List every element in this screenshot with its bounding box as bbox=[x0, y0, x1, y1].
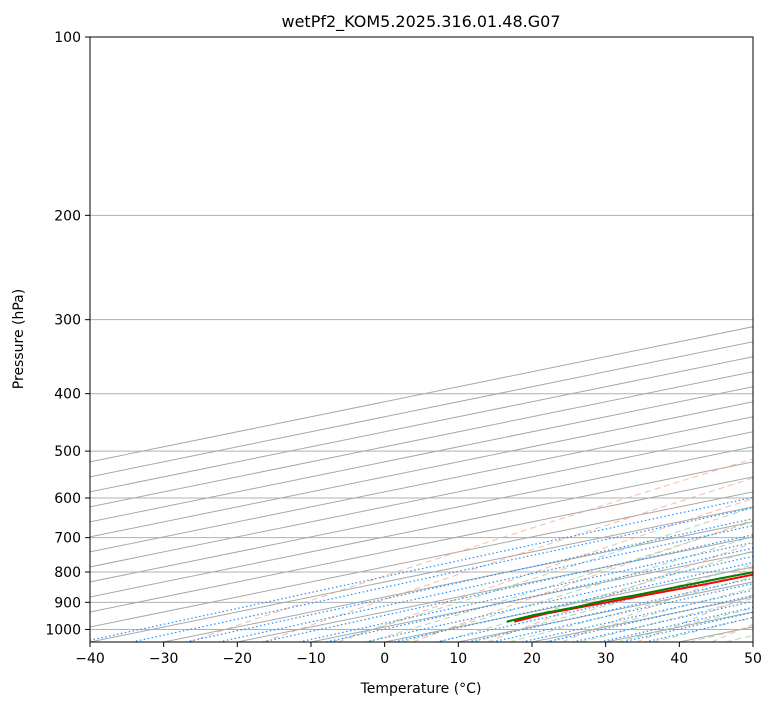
mixing-ratio-line bbox=[436, 570, 753, 642]
isotherm-line bbox=[90, 491, 753, 628]
isotherm-line bbox=[679, 626, 753, 642]
isotherm-line bbox=[752, 641, 753, 642]
x-tick-label: 20 bbox=[523, 651, 541, 667]
isotherm-line bbox=[90, 431, 753, 568]
y-tick-label: 400 bbox=[54, 387, 81, 403]
isotherm-line bbox=[531, 596, 753, 642]
mixing-ratio-line bbox=[131, 507, 753, 642]
moist-adiabat-line bbox=[725, 634, 753, 642]
x-tick-label: −40 bbox=[75, 651, 105, 667]
y-tick-label: 800 bbox=[54, 565, 81, 581]
isotherm-line bbox=[90, 461, 753, 598]
mixing-ratio-line bbox=[325, 547, 753, 642]
y-tick-label: 700 bbox=[54, 531, 81, 547]
plot-frame bbox=[89, 36, 754, 643]
dry-adiabat-line bbox=[338, 497, 753, 642]
isotherm-line bbox=[90, 326, 753, 463]
dry-adiabat-line bbox=[188, 458, 753, 642]
y-axis-label: Pressure (hPa) bbox=[11, 289, 27, 389]
mixing-ratio-line bbox=[262, 534, 753, 642]
x-tick-label: 50 bbox=[744, 651, 762, 667]
moist-adiabat-line bbox=[509, 576, 753, 642]
isotherm-line bbox=[90, 446, 753, 583]
y-tick-label: 200 bbox=[54, 208, 81, 224]
dry-adiabat-line bbox=[487, 542, 753, 642]
moist-adiabat-line bbox=[331, 506, 753, 642]
y-tick-label: 1000 bbox=[45, 622, 81, 638]
isotherm-line bbox=[90, 506, 753, 642]
dry-adiabat-line bbox=[711, 623, 753, 642]
mixing-ratio-line bbox=[365, 555, 753, 642]
x-tick-label: 10 bbox=[449, 651, 467, 667]
x-tick-label: −30 bbox=[149, 651, 179, 667]
isotherm-line bbox=[90, 476, 753, 613]
moist-adiabat-line bbox=[688, 626, 753, 642]
x-tick-label: −20 bbox=[223, 651, 253, 667]
x-tick-label: −10 bbox=[296, 651, 326, 667]
isotherm-line bbox=[458, 581, 753, 642]
mixing-ratio-line bbox=[394, 561, 753, 642]
background-lines bbox=[90, 37, 753, 642]
y-tick-label: 300 bbox=[54, 313, 81, 329]
temperature-profile-line bbox=[513, 573, 753, 623]
moist-adiabat-line bbox=[580, 597, 753, 642]
moist-adiabat-line bbox=[473, 564, 753, 642]
x-tick-label: 30 bbox=[597, 651, 615, 667]
moist-adiabat-line bbox=[367, 520, 753, 642]
y-tick-label: 500 bbox=[54, 444, 81, 460]
dry-adiabat-line bbox=[636, 594, 753, 642]
x-tick-label: 40 bbox=[670, 651, 688, 667]
x-tick-label: 0 bbox=[380, 651, 389, 667]
x-axis-label: Temperature (°C) bbox=[360, 681, 482, 697]
y-tick-label: 100 bbox=[54, 30, 81, 46]
isotherm-line bbox=[384, 566, 753, 642]
y-tick-label: 600 bbox=[54, 491, 81, 507]
isotherm-line bbox=[163, 521, 753, 642]
isotherm-line bbox=[237, 536, 753, 642]
dry-adiabat-line bbox=[263, 477, 753, 642]
chart-title: wetPf2_KOM5.2025.316.01.48.G07 bbox=[281, 12, 560, 32]
axes: −40 −30 −20 −10 0 10 20 30 40 50 1000 900 800 700 600 5… bbox=[45, 30, 762, 667]
mixing-ratio-line bbox=[299, 541, 753, 642]
y-tick-label: 900 bbox=[54, 595, 81, 611]
dry-adiabat-line bbox=[412, 519, 753, 642]
isotherm-line bbox=[90, 416, 753, 553]
